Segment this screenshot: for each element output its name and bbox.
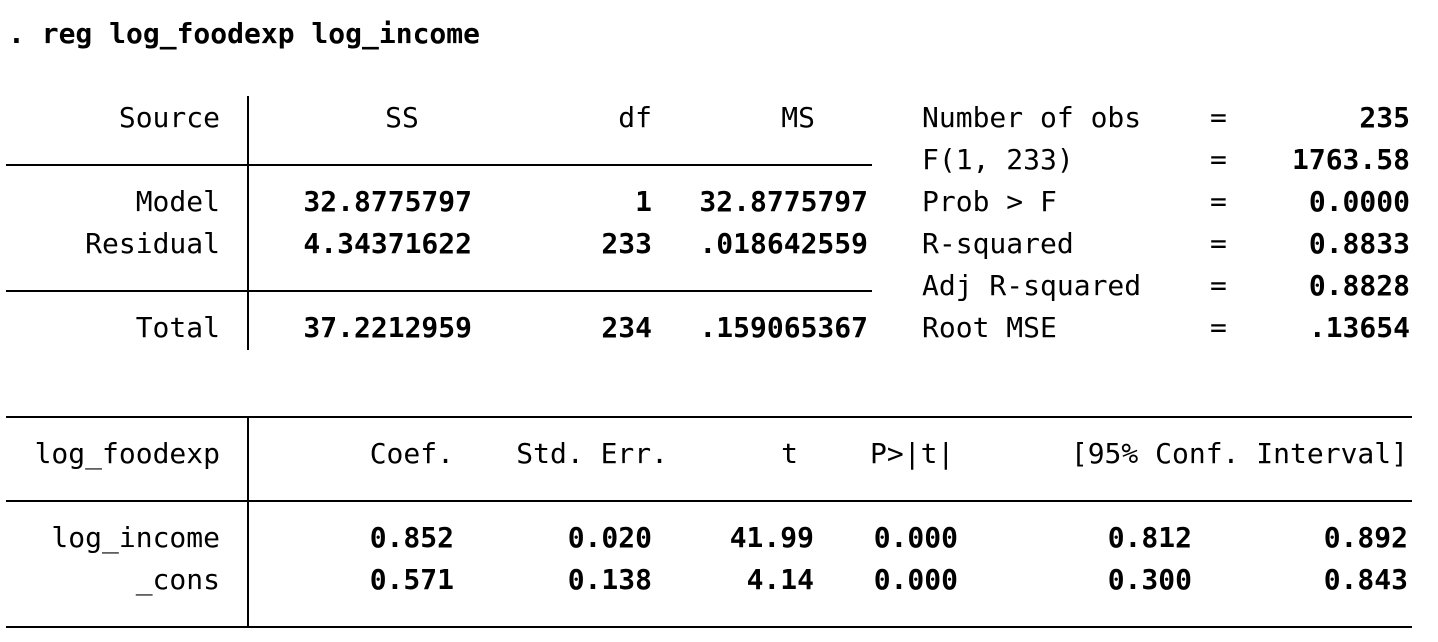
stat-row: Prob > F = 0.0000 (0, 188, 1438, 222)
stat-equals: = (1210, 269, 1227, 302)
stat-label: Adj R-squared (922, 269, 1142, 302)
stat-label: F(1, 233) (922, 143, 1074, 176)
coef-top-border (6, 416, 1412, 418)
anova-row: Total 37.2212959 234 .159065367 (0, 314, 1438, 348)
coef-header-depvar: log_foodexp (34, 437, 220, 470)
coef-vertical-divider (247, 416, 249, 628)
coef-t-value: 41.99 (729, 521, 814, 554)
anova-header-ms: MS (781, 101, 815, 134)
stat-value: 0.0000 (1308, 185, 1410, 218)
anova-header-source: Source (118, 101, 220, 134)
coef-ci-upper: 0.892 (1323, 521, 1408, 554)
stat-equals: = (1210, 185, 1227, 218)
coef-var-name: _cons (135, 563, 220, 596)
coef-row: log_income 0.852 0.020 41.99 0.000 0.812… (0, 524, 1438, 558)
coef-ci-upper: 0.843 (1323, 563, 1408, 596)
anova-ms-value: 32.8775797 (699, 185, 868, 218)
stat-label: R-squared (922, 227, 1074, 260)
stat-row: F(1, 233) = 1763.58 (0, 146, 1438, 180)
anova-ss-value: 4.34371622 (303, 227, 472, 260)
stat-row: Number of obs = 235 (0, 104, 1438, 138)
stat-value: 0.8828 (1308, 269, 1410, 302)
coef-header-row: log_foodexp Coef. Std. Err. t P>|t| [95%… (0, 440, 1438, 474)
coef-header-se: Std. Err. (516, 437, 668, 470)
anova-row: Model 32.8775797 1 32.8775797 (0, 188, 1438, 222)
anova-ss-value: 37.2212959 (303, 311, 472, 344)
stat-equals: = (1210, 227, 1227, 260)
anova-ms-value: .018642559 (699, 227, 868, 260)
coef-bottom-border (6, 626, 1412, 628)
coef-header-coef: Coef. (369, 437, 454, 470)
stat-value: 0.8833 (1308, 227, 1410, 260)
anova-vertical-divider (247, 96, 249, 350)
coef-ci-lower: 0.812 (1107, 521, 1192, 554)
stat-label: Prob > F (922, 185, 1057, 218)
coef-se-value: 0.138 (567, 563, 652, 596)
anova-header-row: Source SS df MS (0, 104, 1438, 138)
stat-equals: = (1210, 311, 1227, 344)
anova-source-label: Residual (85, 227, 220, 260)
anova-row: Residual 4.34371622 233 .018642559 (0, 230, 1438, 264)
coef-ci-lower: 0.300 (1107, 563, 1192, 596)
stat-value: 235 (1359, 101, 1410, 134)
coef-value: 0.852 (369, 521, 454, 554)
coef-value: 0.571 (369, 563, 454, 596)
anova-df-value: 233 (601, 227, 652, 260)
anova-df-value: 234 (601, 311, 652, 344)
coef-row: _cons 0.571 0.138 4.14 0.000 0.300 0.843 (0, 566, 1438, 600)
command-line: . reg log_foodexp log_income (8, 17, 481, 50)
stat-row: Adj R-squared = 0.8828 (0, 272, 1438, 306)
anova-header-divider (6, 164, 872, 166)
anova-ss-value: 32.8775797 (303, 185, 472, 218)
coef-header-p: P>|t| (870, 437, 955, 470)
anova-total-divider (6, 290, 872, 292)
stat-row: R-squared = 0.8833 (0, 230, 1438, 264)
stat-label: Root MSE (922, 311, 1057, 344)
coef-header-ci: [95% Conf. Interval] (1070, 437, 1408, 470)
coef-t-value: 4.14 (746, 563, 814, 596)
stat-equals: = (1210, 101, 1227, 134)
anova-header-ss: SS (385, 101, 419, 134)
anova-df-value: 1 (635, 185, 652, 218)
stat-value: .13654 (1308, 311, 1410, 344)
anova-source-label: Model (135, 185, 220, 218)
stat-value: 1763.58 (1291, 143, 1410, 176)
stat-equals: = (1210, 143, 1227, 176)
coef-header-t: t (781, 437, 798, 470)
coef-se-value: 0.020 (567, 521, 652, 554)
coef-var-name: log_income (51, 521, 220, 554)
anova-ms-value: .159065367 (699, 311, 868, 344)
stat-label: Number of obs (922, 101, 1142, 134)
coef-p-value: 0.000 (873, 563, 958, 596)
anova-header-df: df (618, 101, 652, 134)
coef-p-value: 0.000 (873, 521, 958, 554)
anova-source-label: Total (135, 311, 220, 344)
coef-header-divider (6, 500, 1412, 502)
stat-row: Root MSE = .13654 (0, 314, 1438, 348)
